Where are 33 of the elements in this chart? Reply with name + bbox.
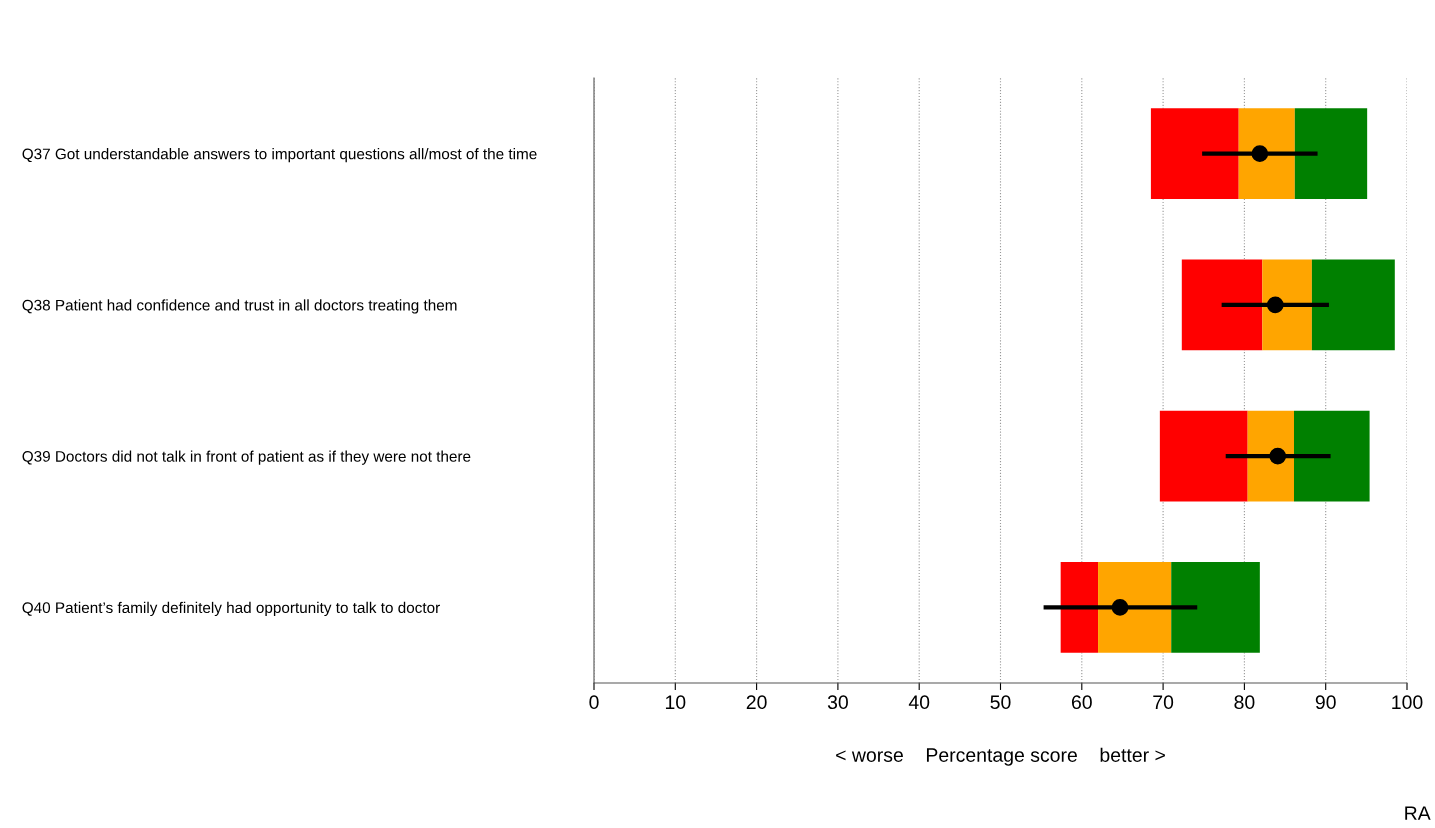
bar <box>1311 259 1395 351</box>
x-tick-label: 10 <box>665 695 686 710</box>
point <box>1269 447 1287 465</box>
bar <box>1159 410 1248 502</box>
bar <box>1171 562 1260 653</box>
bar <box>1247 410 1294 502</box>
x-tick-label: 60 <box>1071 695 1092 710</box>
x-tick-label: 90 <box>1315 695 1336 710</box>
y-tick-label: Q39 Doctors did not talk in front of patient as if they were not there <box>22 450 471 465</box>
x-tick-label: 80 <box>1234 695 1255 710</box>
bar <box>1181 259 1263 351</box>
bar <box>1150 108 1239 199</box>
bar <box>1060 562 1099 653</box>
bar <box>1098 562 1172 653</box>
x-tick-label: 100 <box>1392 695 1423 710</box>
point <box>1111 599 1129 616</box>
x-tick-label: 70 <box>1153 695 1174 710</box>
x-tick-label: 50 <box>990 695 1011 710</box>
bar <box>1293 410 1370 502</box>
x-axis-title: < worse Percentage score better > <box>836 747 1165 766</box>
x-tick-label: 30 <box>827 695 848 710</box>
y-tick-label: Q38 Patient had confidence and trust in all doctors treating them <box>22 299 457 314</box>
bar <box>1294 108 1368 199</box>
bar <box>1238 108 1295 199</box>
y-tick-label: Q37 Got understandable answers to important questions all/most of the time <box>22 148 537 163</box>
x-tick-label: 20 <box>746 695 767 710</box>
point <box>1251 145 1269 162</box>
x-tick-label: 0 <box>589 695 599 710</box>
bar <box>1262 259 1312 351</box>
y-tick-label: Q40 Patient’s family definitely had opportunity to talk to doctor <box>22 601 440 617</box>
text: RA <box>1405 806 1431 820</box>
point <box>1266 296 1284 314</box>
x-tick-label: 40 <box>908 695 930 710</box>
